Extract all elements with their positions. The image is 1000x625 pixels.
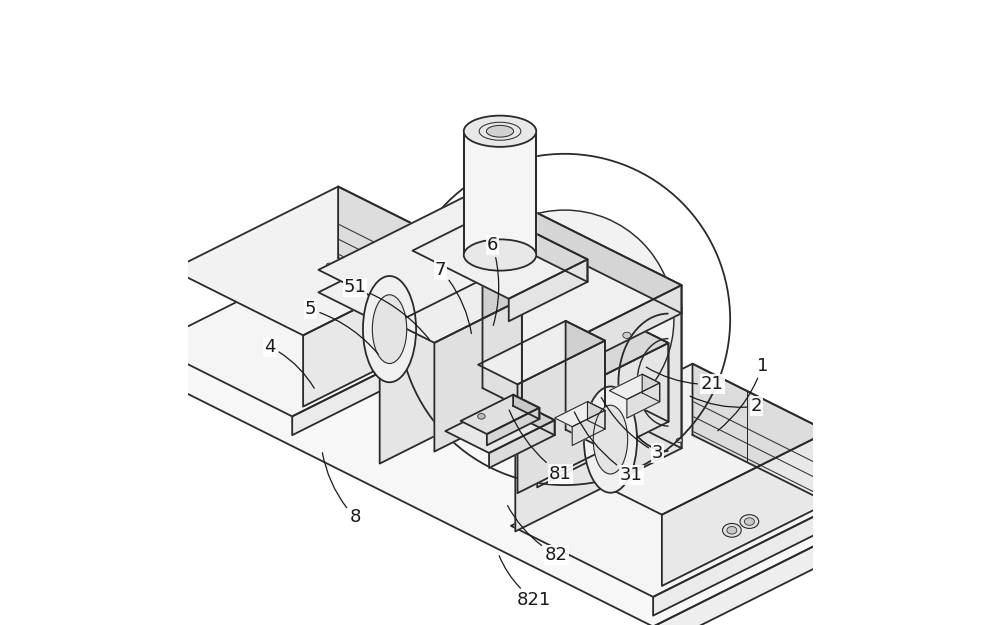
- Polygon shape: [347, 247, 489, 337]
- Polygon shape: [609, 374, 660, 399]
- Polygon shape: [692, 364, 828, 503]
- Polygon shape: [588, 401, 605, 429]
- Polygon shape: [395, 279, 522, 342]
- Text: 51: 51: [344, 279, 430, 340]
- Polygon shape: [515, 308, 682, 531]
- Polygon shape: [128, 255, 872, 625]
- Ellipse shape: [722, 524, 741, 538]
- Ellipse shape: [623, 332, 631, 339]
- Polygon shape: [380, 240, 546, 464]
- Circle shape: [455, 210, 674, 429]
- Polygon shape: [413, 211, 588, 299]
- Text: 1: 1: [718, 357, 768, 431]
- Polygon shape: [150, 247, 489, 416]
- Polygon shape: [511, 398, 555, 435]
- Polygon shape: [318, 187, 682, 368]
- Ellipse shape: [478, 414, 485, 419]
- Polygon shape: [472, 310, 668, 409]
- Text: 5: 5: [305, 301, 378, 354]
- Polygon shape: [653, 499, 850, 616]
- Ellipse shape: [326, 263, 332, 268]
- Polygon shape: [303, 252, 469, 406]
- Polygon shape: [518, 341, 605, 493]
- Ellipse shape: [464, 239, 536, 271]
- Polygon shape: [491, 211, 588, 282]
- Polygon shape: [489, 420, 555, 468]
- Text: 31: 31: [574, 412, 643, 484]
- Polygon shape: [653, 518, 872, 625]
- Ellipse shape: [486, 126, 514, 137]
- Polygon shape: [445, 398, 555, 453]
- Ellipse shape: [676, 438, 682, 442]
- Polygon shape: [485, 209, 546, 381]
- Ellipse shape: [372, 295, 407, 364]
- Text: 4: 4: [264, 338, 314, 388]
- Polygon shape: [485, 187, 682, 313]
- Ellipse shape: [727, 526, 737, 534]
- Text: 8: 8: [322, 452, 361, 526]
- Ellipse shape: [593, 405, 628, 474]
- Text: 21: 21: [646, 367, 724, 393]
- Polygon shape: [627, 383, 660, 418]
- Polygon shape: [434, 299, 522, 451]
- Ellipse shape: [423, 269, 428, 274]
- Polygon shape: [347, 255, 872, 540]
- Polygon shape: [526, 364, 828, 515]
- Text: 821: 821: [499, 556, 552, 609]
- Ellipse shape: [464, 116, 536, 147]
- Polygon shape: [708, 428, 850, 518]
- Text: 6: 6: [487, 236, 499, 326]
- Text: 2: 2: [690, 396, 762, 415]
- Polygon shape: [454, 277, 682, 391]
- Polygon shape: [172, 186, 469, 335]
- Polygon shape: [572, 411, 605, 446]
- Polygon shape: [338, 186, 469, 324]
- Ellipse shape: [513, 443, 522, 449]
- Text: 7: 7: [435, 261, 471, 334]
- Text: 3: 3: [601, 398, 663, 462]
- Text: 81: 81: [509, 410, 572, 482]
- Polygon shape: [620, 277, 682, 448]
- Polygon shape: [292, 318, 489, 435]
- Ellipse shape: [479, 122, 521, 140]
- Polygon shape: [642, 374, 660, 402]
- Polygon shape: [537, 343, 668, 488]
- Polygon shape: [555, 401, 605, 427]
- Polygon shape: [515, 285, 682, 396]
- Text: 82: 82: [508, 506, 568, 564]
- Polygon shape: [461, 395, 539, 434]
- Polygon shape: [487, 408, 539, 445]
- Ellipse shape: [388, 272, 393, 277]
- Polygon shape: [513, 395, 539, 419]
- Polygon shape: [464, 131, 536, 255]
- Polygon shape: [478, 321, 605, 384]
- Ellipse shape: [584, 386, 637, 492]
- Polygon shape: [603, 310, 668, 422]
- Ellipse shape: [740, 515, 759, 529]
- Polygon shape: [509, 259, 588, 321]
- Ellipse shape: [744, 518, 754, 525]
- Polygon shape: [511, 428, 850, 597]
- Ellipse shape: [363, 276, 416, 382]
- Polygon shape: [318, 209, 546, 323]
- Polygon shape: [566, 321, 605, 449]
- Polygon shape: [662, 431, 828, 586]
- Polygon shape: [482, 279, 522, 408]
